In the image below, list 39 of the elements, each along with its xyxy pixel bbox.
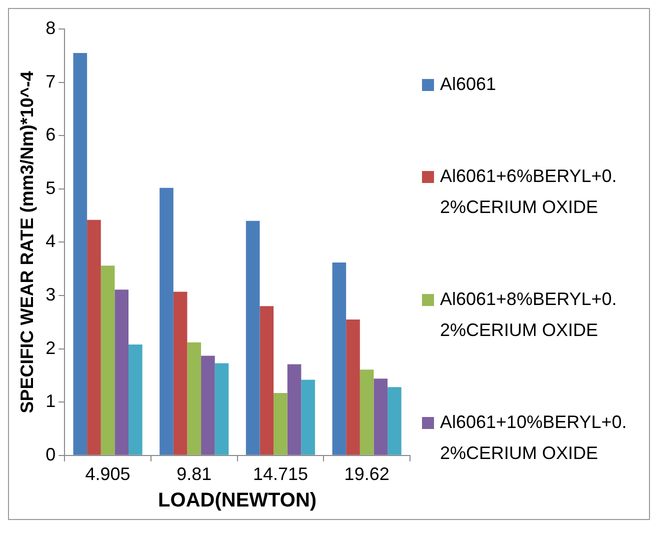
- bar: [274, 393, 288, 455]
- bar: [388, 387, 402, 455]
- bar: [73, 52, 88, 455]
- x-axis-title: LOAD(NEWTON): [158, 490, 317, 512]
- bar: [128, 344, 142, 455]
- bar: [160, 188, 174, 455]
- y-tick-label: 2: [46, 338, 56, 358]
- y-tick-label: 6: [46, 124, 56, 145]
- y-tick-label: 1: [46, 391, 56, 412]
- bar: [360, 370, 374, 455]
- legend-label: Al6061: [440, 73, 498, 96]
- y-tick-label: 7: [46, 71, 56, 92]
- bar: [301, 380, 316, 455]
- bar: [87, 220, 101, 455]
- bar: [287, 364, 302, 455]
- bar: [374, 378, 388, 455]
- y-tick-label: 0: [46, 444, 56, 464]
- bar: [260, 306, 274, 455]
- bar: [246, 220, 260, 455]
- bar: [201, 356, 215, 455]
- y-tick-label: 8: [46, 18, 56, 38]
- y-tick-label: 5: [46, 178, 56, 198]
- bar: [173, 292, 188, 455]
- y-tick-label: 4: [46, 231, 56, 252]
- bar: [332, 262, 346, 455]
- legend-label: Al6061+10%BERYL+0.2%CERIUM OXIDE: [440, 410, 628, 465]
- bar: [214, 363, 229, 455]
- x-tick-label: 19.62: [344, 464, 390, 484]
- bar: [187, 342, 202, 455]
- bar: [114, 290, 129, 455]
- y-tick-label: 3: [46, 284, 56, 304]
- y-axis-title: SPECIFIC WEAR RATE (mm3/Nm)*10^-4: [16, 71, 37, 414]
- legend-label: Al6061+6%BERYL+0.2%CERIUM OXIDE: [440, 165, 618, 220]
- legend-label: Al6061+8%BERYL+0.2%CERIUM OXIDE: [440, 288, 618, 342]
- bar: [346, 319, 360, 455]
- x-tick-label: 9.81: [176, 464, 212, 484]
- bar: [100, 266, 115, 455]
- x-tick-label: 4.905: [85, 464, 130, 484]
- x-tick-label: 14.715: [252, 464, 308, 484]
